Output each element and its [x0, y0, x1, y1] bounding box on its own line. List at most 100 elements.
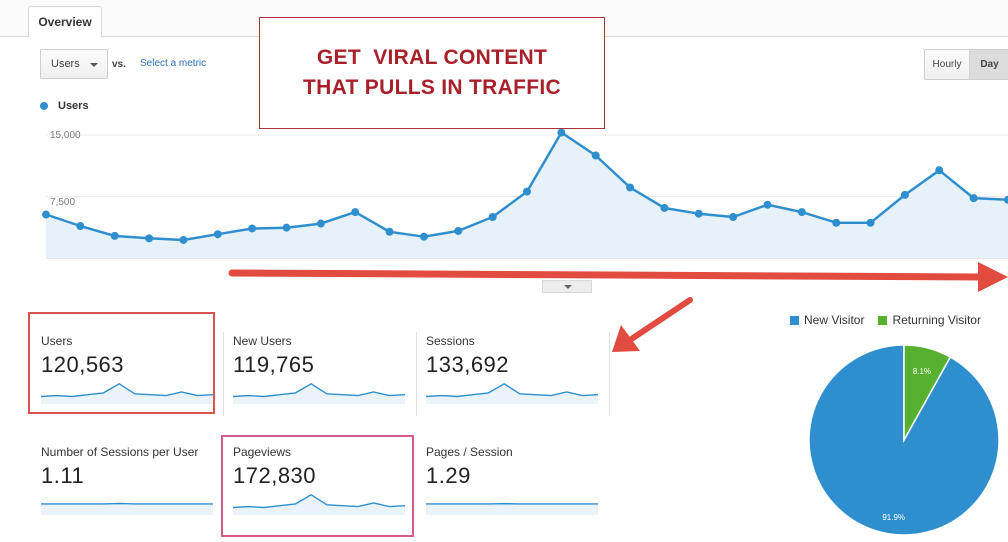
chart-legend: Users	[40, 100, 89, 112]
data-point[interactable]	[557, 128, 566, 137]
data-point[interactable]	[282, 223, 291, 232]
sparkline-area	[41, 503, 213, 515]
scorecard-sparkline	[426, 382, 598, 404]
data-point[interactable]	[110, 231, 119, 240]
data-point[interactable]	[145, 234, 154, 243]
data-point[interactable]	[729, 213, 738, 221]
scorecard-users[interactable]: Users 120,563	[41, 334, 231, 434]
data-point[interactable]	[660, 203, 669, 212]
legend-new-visitor[interactable]: New Visitor	[790, 313, 864, 327]
vs-label: vs.	[112, 59, 126, 70]
data-point[interactable]	[797, 208, 806, 217]
data-point[interactable]	[900, 190, 909, 199]
data-point[interactable]	[248, 224, 257, 233]
scorecard-label: Users	[41, 334, 73, 348]
sparkline-area	[233, 383, 405, 404]
y-tick-label: 15,000	[50, 130, 81, 141]
scorecard-pages-per-session[interactable]: Pages / Session 1.29	[426, 445, 616, 542]
hourly-button[interactable]: Hourly	[924, 49, 970, 80]
data-point[interactable]	[385, 227, 394, 236]
data-point[interactable]	[42, 210, 50, 219]
metric-select[interactable]: Users	[40, 49, 108, 79]
chevron-down-icon	[90, 63, 98, 67]
scorecard-new-users[interactable]: New Users 119,765	[233, 334, 423, 434]
day-button[interactable]: Day	[970, 49, 1008, 80]
users-line-chart: 15,000 7,500	[42, 128, 1008, 259]
data-point[interactable]	[626, 183, 635, 192]
data-point[interactable]	[351, 208, 360, 217]
visitor-type-pie-chart: 91.9% 8.1%	[808, 344, 1000, 536]
scorecard-pageviews[interactable]: Pageviews 172,830	[233, 445, 423, 542]
chart-legend-label: Users	[58, 100, 89, 112]
y-tick-label: 7,500	[50, 197, 75, 208]
promo-headline-box: GET VIRAL CONTENT THAT PULLS IN TRAFFIC	[259, 17, 605, 129]
users-highlight-box	[28, 312, 215, 414]
data-point[interactable]	[694, 209, 703, 218]
data-point[interactable]	[935, 166, 944, 175]
series-dot-icon	[40, 102, 48, 110]
card-divider	[609, 332, 610, 416]
sparkline-area	[426, 383, 598, 404]
scorecard-value: 133,692	[426, 352, 510, 377]
data-point[interactable]	[419, 232, 428, 241]
scorecard-label: Pages / Session	[426, 445, 513, 459]
scorecard-value: 119,765	[233, 352, 315, 377]
data-point[interactable]	[969, 194, 978, 203]
chart-collapse-handle[interactable]	[542, 280, 592, 293]
data-point[interactable]	[454, 226, 463, 235]
pageviews-highlight-box	[221, 435, 414, 537]
scorecard-sessions-per-user[interactable]: Number of Sessions per User 1.11	[41, 445, 231, 542]
sparkline-area	[426, 503, 598, 515]
legend-swatch-new	[790, 315, 799, 325]
data-point[interactable]	[316, 219, 325, 228]
scorecards-pointer-arrow	[612, 297, 693, 352]
data-point[interactable]	[763, 200, 772, 209]
legend-returning-label: Returning Visitor	[892, 313, 981, 327]
pie-slice-returning-visitor[interactable]	[903, 344, 952, 443]
legend-swatch-returning	[878, 315, 888, 325]
data-point[interactable]	[1004, 195, 1008, 204]
pie-slice-label: 91.9%	[882, 513, 905, 522]
data-point[interactable]	[866, 218, 875, 227]
data-point[interactable]	[488, 213, 497, 221]
data-point[interactable]	[832, 218, 841, 227]
promo-line-1: GET VIRAL CONTENT	[316, 46, 548, 69]
data-point[interactable]	[179, 235, 188, 244]
legend-returning-visitor[interactable]: Returning Visitor	[878, 313, 981, 327]
scorecard-label: Number of Sessions per User	[41, 445, 199, 459]
sparkline-line	[233, 493, 405, 509]
scorecard-label: Sessions	[426, 334, 475, 348]
metric-select-label: Users	[51, 58, 80, 70]
data-point[interactable]	[523, 187, 531, 196]
tab-overview[interactable]: Overview	[28, 6, 102, 38]
scorecard-value: 172,830	[233, 463, 317, 488]
data-point[interactable]	[76, 222, 85, 231]
legend-new-label: New Visitor	[804, 313, 865, 327]
scorecard-label: Pageviews	[233, 445, 292, 459]
sparkline-area	[233, 494, 405, 515]
scorecard-sparkline	[426, 502, 598, 515]
scorecard-sparkline	[41, 502, 213, 515]
scorecard-sparkline	[41, 382, 213, 404]
scorecard-sparkline	[233, 493, 405, 515]
scorecard-sparkline	[233, 382, 405, 404]
users-points	[42, 128, 1008, 244]
scorecard-value: 1.11	[41, 463, 85, 488]
granularity-toggle: Hourly Day	[924, 49, 1008, 80]
data-point[interactable]	[213, 230, 222, 239]
sparkline-area	[41, 383, 213, 404]
card-divider	[223, 332, 224, 416]
scorecard-label: New Users	[233, 334, 292, 348]
scorecard-sessions[interactable]: Sessions 133,692	[426, 334, 616, 434]
chevron-down-icon	[564, 285, 572, 289]
sparkline-line	[41, 382, 213, 398]
sparkline-line	[426, 382, 598, 398]
promo-line-2: THAT PULLS IN TRAFFIC	[303, 76, 561, 99]
pie-slice-label: 8.1%	[913, 367, 931, 376]
scorecard-value: 1.29	[426, 463, 471, 488]
scorecard-value: 120,563	[41, 352, 125, 377]
sparkline-line	[233, 382, 405, 398]
card-divider	[416, 332, 417, 416]
select-metric-link[interactable]: Select a metric	[140, 58, 207, 69]
data-point[interactable]	[591, 151, 600, 160]
